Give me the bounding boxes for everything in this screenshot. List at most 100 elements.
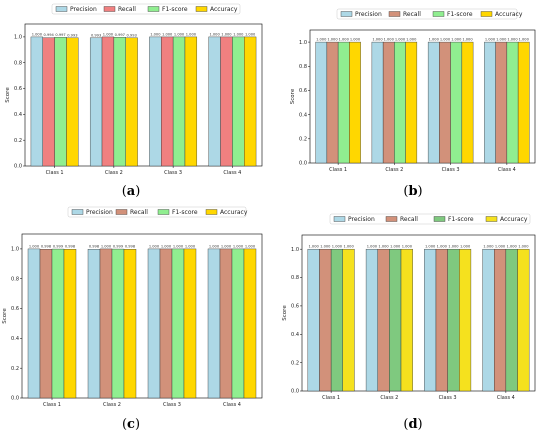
data-label: 1.000 [425, 245, 436, 249]
bar-accuracy-class-2 [123, 249, 137, 399]
data-label: 1.000 [186, 32, 197, 36]
y-axis-label: Score [290, 88, 296, 104]
data-label: 1.000 [150, 32, 161, 36]
data-label: 1.000 [221, 244, 232, 248]
x-tick-label: Class 4 [223, 170, 241, 176]
plot-frame [309, 29, 536, 164]
bar-f1-score-class-3 [447, 248, 460, 392]
legend-entry: Precision [86, 209, 113, 216]
bar-recall-class-3 [435, 248, 448, 392]
data-label: 1.000 [233, 244, 244, 248]
data-label: 1.000 [327, 38, 338, 42]
y-tick-label: 1.0 [11, 247, 19, 253]
legend-entry: F1-score [448, 216, 474, 223]
bar-precision-class-1 [27, 248, 41, 399]
legend-entry: Accuracy [495, 11, 523, 18]
bar-f1-score-class-2 [113, 37, 126, 167]
bar-accuracy-class-1 [349, 41, 361, 164]
x-tick-label: Class 3 [163, 402, 181, 408]
legend-swatch [147, 6, 160, 12]
legend-entry: Precision [355, 11, 382, 18]
data-label: 1.000 [221, 32, 232, 36]
data-label: 1.000 [209, 32, 220, 36]
bar-recall-class-4 [495, 41, 508, 164]
data-label: 1.000 [496, 38, 507, 42]
data-label: 1.000 [483, 245, 494, 249]
x-tick-label: Class 3 [442, 167, 460, 173]
bar-precision-class-1 [30, 36, 43, 167]
bar-f1-score-class-4 [506, 41, 519, 164]
legend-entry: F1-score [172, 209, 198, 216]
bar-precision-class-2 [89, 37, 103, 167]
data-label: 1.000 [384, 38, 395, 42]
y-tick-label: 0.0 [291, 389, 299, 395]
legend-box [329, 213, 531, 225]
y-tick-label: 0.6 [14, 86, 22, 92]
legend: Precision Recall F1-score Accuracy [329, 213, 531, 225]
y-tick-label: 0.2 [291, 360, 299, 366]
bar-accuracy-class-1 [66, 37, 79, 167]
bar-precision-class-4 [484, 41, 496, 164]
bar-f1-score-class-2 [111, 248, 125, 399]
y-tick-label: 0.4 [14, 112, 22, 118]
legend-swatch [432, 11, 445, 17]
y-tick-label: 0.6 [291, 304, 299, 310]
legend-swatch [195, 6, 208, 12]
data-label: 1.000 [429, 38, 440, 42]
data-label: 1.000 [378, 245, 389, 249]
data-label: 1.000 [161, 244, 172, 248]
data-label: 1.000 [372, 38, 383, 42]
x-tick-label: Class 3 [164, 170, 182, 176]
data-label: 1.000 [162, 32, 173, 36]
bar-recall-class-1 [319, 248, 332, 392]
bar-accuracy-class-3 [183, 248, 197, 399]
legend-swatch [333, 216, 346, 222]
data-label: 1.000 [402, 245, 413, 249]
data-label: 0.993 [127, 33, 137, 37]
bar-f1-score-class-2 [389, 248, 402, 392]
bar-f1-score-class-1 [330, 248, 343, 392]
data-label: 1.000 [507, 245, 518, 249]
data-label: 1.000 [174, 32, 185, 36]
x-tick-label: Class 2 [105, 170, 123, 176]
y-tick-label: 0.8 [14, 60, 22, 66]
data-label: 1.000 [209, 244, 220, 248]
bar-accuracy-class-3 [184, 36, 198, 167]
panel-caption-letter: c [127, 417, 135, 432]
panel-caption-letter: a [127, 184, 136, 199]
data-label: 0.999 [53, 245, 64, 249]
bar-accuracy-class-4 [243, 248, 257, 399]
data-label: 1.000 [343, 245, 354, 249]
bar-precision-class-3 [427, 41, 440, 164]
bar-f1-score-class-3 [172, 36, 186, 167]
y-tick-label: 0.0 [299, 161, 307, 167]
bar-precision-class-2 [87, 249, 101, 399]
data-label: 1.000 [103, 32, 114, 36]
panel-caption: (a) [122, 184, 141, 199]
bar-precision-class-1 [307, 248, 320, 392]
bar-recall-class-1 [39, 249, 53, 399]
y-tick-label: 0.6 [299, 88, 307, 94]
legend: Precision Recall F1-score Accuracy [51, 3, 241, 15]
legend-entry: Accuracy [500, 216, 528, 223]
legend: Precision Recall F1-score Accuracy [336, 8, 523, 20]
data-label: 1.000 [507, 38, 518, 42]
legend-swatch [115, 209, 128, 215]
data-label: 1.000 [29, 244, 40, 248]
panel-caption: (d) [403, 417, 422, 432]
data-label: 1.000 [185, 244, 196, 248]
bar-recall-class-3 [439, 41, 451, 164]
y-tick-label: 0.8 [291, 275, 299, 281]
legend-entry: Recall [403, 11, 421, 18]
data-label: 1.000 [519, 38, 530, 42]
bar-accuracy-class-4 [244, 36, 257, 167]
legend-swatch [385, 216, 398, 222]
x-tick-label: Class 4 [497, 395, 515, 401]
bar-precision-class-4 [208, 36, 221, 167]
bar-accuracy-class-2 [405, 41, 418, 164]
bar-precision-class-4 [207, 248, 221, 399]
y-tick-label: 1.0 [291, 247, 299, 253]
y-tick-label: 0.4 [11, 336, 19, 342]
